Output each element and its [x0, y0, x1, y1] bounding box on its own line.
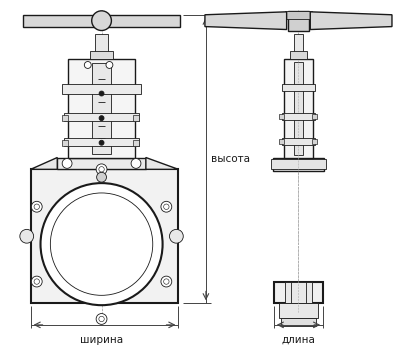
Circle shape: [131, 158, 141, 169]
Bar: [62, 84, 141, 93]
Circle shape: [99, 116, 104, 121]
Bar: [294, 35, 303, 59]
Bar: [23, 15, 180, 27]
Bar: [290, 51, 307, 59]
Circle shape: [170, 229, 183, 243]
Bar: [282, 113, 315, 120]
Bar: [282, 138, 315, 145]
Bar: [92, 63, 111, 154]
Circle shape: [20, 229, 34, 243]
Bar: [312, 139, 317, 144]
Circle shape: [92, 11, 111, 30]
Circle shape: [161, 201, 172, 212]
Circle shape: [161, 276, 172, 287]
Bar: [285, 11, 312, 19]
Circle shape: [84, 62, 91, 69]
Polygon shape: [146, 157, 178, 169]
Circle shape: [106, 62, 113, 69]
Bar: [281, 318, 316, 326]
Bar: [284, 59, 313, 157]
Bar: [285, 282, 312, 303]
Bar: [95, 35, 108, 59]
Circle shape: [96, 313, 107, 325]
Bar: [279, 114, 284, 119]
Circle shape: [31, 201, 42, 212]
Bar: [31, 169, 178, 303]
Circle shape: [31, 276, 42, 287]
Circle shape: [97, 172, 106, 182]
Bar: [68, 59, 135, 157]
Bar: [279, 303, 318, 318]
Bar: [90, 51, 113, 59]
Polygon shape: [31, 157, 57, 169]
Bar: [294, 62, 303, 155]
Circle shape: [99, 140, 104, 145]
Bar: [288, 11, 309, 30]
Bar: [279, 139, 284, 144]
Bar: [64, 138, 139, 146]
Circle shape: [40, 183, 162, 305]
Bar: [282, 84, 315, 91]
Text: длина: длина: [282, 335, 315, 345]
Circle shape: [99, 91, 104, 96]
Bar: [271, 160, 326, 169]
Bar: [133, 115, 139, 121]
Text: ширина: ширина: [80, 335, 123, 345]
Bar: [312, 114, 317, 119]
Bar: [64, 113, 139, 121]
Circle shape: [62, 158, 72, 169]
Bar: [274, 282, 323, 303]
Bar: [62, 115, 68, 121]
Bar: [62, 140, 68, 146]
Bar: [133, 140, 139, 146]
Polygon shape: [205, 12, 287, 29]
Bar: [57, 157, 146, 169]
Polygon shape: [310, 12, 392, 29]
Bar: [273, 157, 324, 171]
Text: высота: высота: [211, 154, 250, 164]
Circle shape: [96, 164, 107, 175]
